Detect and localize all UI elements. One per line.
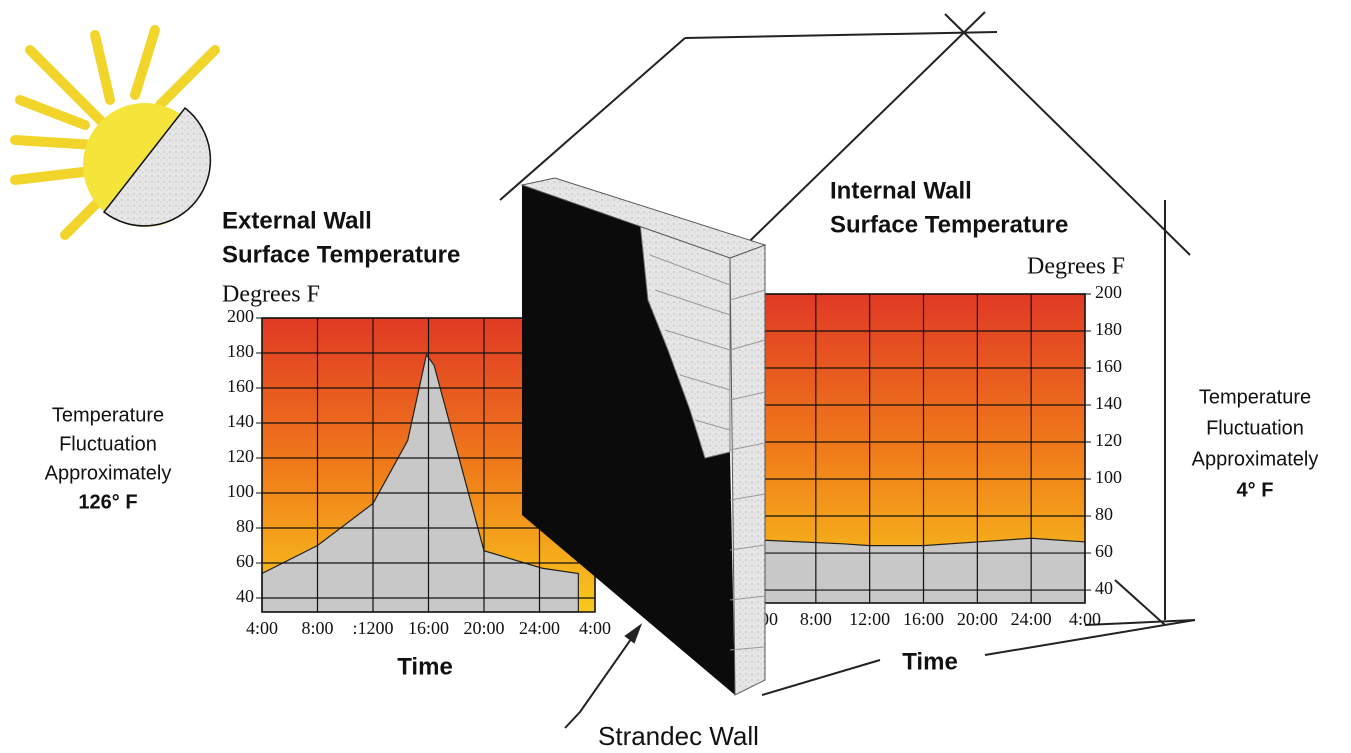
chart-title: Surface Temperature (222, 241, 460, 268)
x-tick-label: 4:00 (1069, 609, 1101, 629)
x-tick-label: 4:00 (579, 618, 611, 638)
y-tick-label: 160 (227, 376, 254, 396)
y-tick-label: 100 (227, 481, 254, 501)
y-tick-label: 140 (227, 411, 254, 431)
x-tick-label: 8:00 (800, 609, 832, 629)
x-axis-label: Time (397, 653, 453, 680)
x-tick-label: 16:00 (408, 618, 449, 638)
annotation: Approximately (45, 462, 172, 484)
y-axis-label: Degrees F (222, 282, 320, 308)
wall-arrow (564, 623, 643, 729)
annotation: Approximately (1192, 448, 1319, 470)
x-tick-label: 24:00 (519, 618, 560, 638)
y-tick-label: 100 (1095, 467, 1122, 487)
x-tick-label: 16:00 (903, 609, 944, 629)
sun-shade (102, 106, 212, 227)
y-tick-label: 180 (1095, 319, 1122, 339)
y-tick-label: 40 (236, 586, 254, 606)
x-tick-label: 24:00 (1011, 609, 1052, 629)
x-tick-label: 20:00 (957, 609, 998, 629)
x-tick-label: :1200 (352, 618, 393, 638)
annotation: Fluctuation (1206, 417, 1304, 439)
house-outline (499, 11, 1196, 696)
y-tick-label: 200 (227, 306, 254, 326)
y-tick-label: 180 (227, 341, 254, 361)
y-tick-label: 80 (1095, 504, 1113, 524)
x-tick-label: 4:00 (246, 618, 278, 638)
area (261, 353, 579, 613)
chart-title: Internal Wall (830, 177, 972, 204)
annotation: Temperature (1199, 386, 1311, 408)
y-tick-label: 120 (1095, 430, 1122, 450)
y-tick-label: 60 (1095, 541, 1113, 561)
y-tick-label: 140 (1095, 393, 1122, 413)
x-axis-label: Time (902, 648, 958, 675)
y-tick-label: 160 (1095, 356, 1122, 376)
y-tick-label: 60 (236, 551, 254, 571)
y-tick-label: 80 (236, 516, 254, 536)
x-tick-label: 8:00 (301, 618, 333, 638)
annotation: 126° F (78, 491, 137, 513)
annotation: Temperature (52, 404, 164, 426)
annotation: 4° F (1237, 479, 1274, 501)
x-tick-label: 12:00 (849, 609, 890, 629)
y-tick-label: 200 (1095, 282, 1122, 302)
strandec-wall (520, 177, 767, 696)
y-axis-label: Degrees F (1027, 254, 1125, 280)
chart-title: Surface Temperature (830, 211, 1068, 238)
y-tick-label: 40 (1095, 578, 1113, 598)
y-tick-label: 120 (227, 446, 254, 466)
x-tick-label: 20:00 (463, 618, 504, 638)
annotation: Fluctuation (59, 433, 157, 455)
chart-title: External Wall (222, 207, 372, 234)
wall-label: Strandec Wall (598, 721, 759, 751)
